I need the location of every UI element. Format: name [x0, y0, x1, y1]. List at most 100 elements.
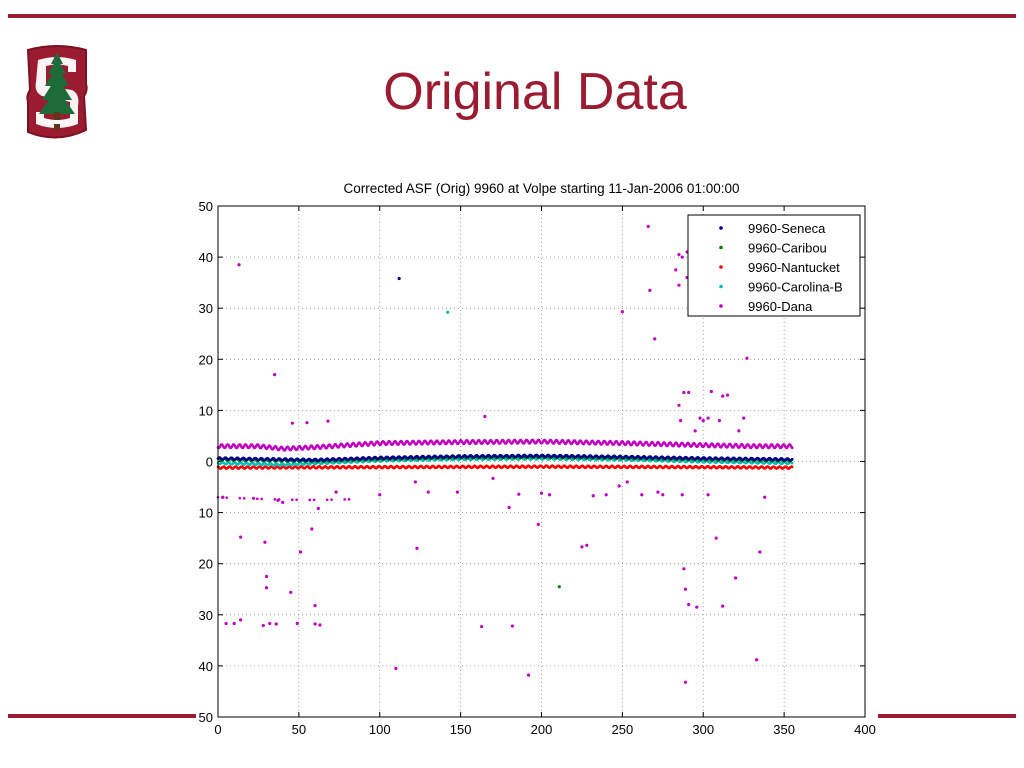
- y-tick-label: 50: [199, 710, 213, 725]
- legend-label: 9960-Caribou: [748, 241, 827, 256]
- data-point: [251, 496, 256, 500]
- data-point: [289, 590, 293, 594]
- data-point: [397, 276, 401, 281]
- data-point: [313, 622, 317, 626]
- data-point: [325, 498, 329, 502]
- data-point: [224, 621, 228, 626]
- x-tick-label: 150: [450, 722, 472, 737]
- legend-label: 9960-Seneca: [748, 221, 826, 236]
- data-point: [225, 496, 229, 499]
- x-tick-label: 250: [612, 722, 634, 737]
- data-point: [536, 522, 540, 526]
- data-point: [661, 493, 665, 497]
- data-point: [268, 621, 272, 626]
- data-point: [526, 673, 531, 677]
- x-tick-label: 300: [692, 722, 714, 737]
- data-point: [446, 310, 450, 314]
- y-tick-label: 40: [199, 250, 213, 265]
- data-point: [281, 500, 285, 504]
- data-point: [656, 490, 660, 494]
- data-point: [714, 536, 718, 540]
- data-point: [625, 480, 629, 484]
- plot-frame: [217, 205, 866, 718]
- data-point: [298, 550, 303, 554]
- y-tick-label: 40: [199, 659, 213, 674]
- data-point: [585, 543, 589, 547]
- data-point: [648, 288, 652, 292]
- data-point: [491, 476, 495, 480]
- data-point: [695, 605, 699, 609]
- data-point: [580, 545, 584, 549]
- data-point: [507, 505, 511, 510]
- data-point: [343, 498, 346, 501]
- data-point: [591, 494, 595, 498]
- data-point: [238, 496, 242, 500]
- data-point: [755, 658, 759, 662]
- data-point: [680, 493, 684, 497]
- data-point: [734, 576, 738, 580]
- data-point: [557, 585, 561, 589]
- data-point: [295, 621, 299, 626]
- data-point: [290, 421, 295, 425]
- data-point: [698, 416, 702, 420]
- data-point: [682, 567, 686, 571]
- data-point: [276, 498, 280, 502]
- data-point: [604, 493, 608, 497]
- y-tick-label: 20: [199, 557, 213, 572]
- data-point: [308, 498, 312, 502]
- scatter-chart: Corrected ASF (Orig) 9960 at Volpe start…: [199, 181, 876, 737]
- data-point: [312, 498, 316, 502]
- bottom-right-rule: [878, 714, 1016, 718]
- data-point: [693, 429, 697, 433]
- data-point: [687, 390, 691, 395]
- data-point: [295, 498, 298, 502]
- data-point: [378, 493, 382, 497]
- y-tick-label: 50: [199, 199, 213, 214]
- data-point: [239, 535, 243, 539]
- data-point: [415, 546, 419, 550]
- bottom-left-rule: [8, 714, 196, 718]
- data-point: [310, 527, 314, 531]
- data-point: [413, 480, 417, 484]
- x-tick-label: 200: [531, 722, 553, 737]
- x-tick-label: 0: [214, 722, 221, 737]
- data-point: [706, 493, 710, 497]
- data-point: [264, 574, 269, 579]
- y-tick-label: 30: [199, 608, 213, 623]
- legend-marker: [719, 265, 723, 269]
- data-point: [263, 540, 267, 544]
- data-point: [517, 492, 521, 496]
- chart-title: Corrected ASF (Orig) 9960 at Volpe start…: [344, 181, 740, 196]
- data-point: [394, 666, 398, 671]
- data-point: [347, 498, 351, 501]
- data-point: [717, 419, 722, 423]
- stanford-tree-logo-icon: [26, 45, 88, 139]
- data-point: [261, 623, 265, 628]
- data-point: [687, 602, 691, 607]
- data-point: [334, 490, 338, 494]
- data-point: [232, 621, 236, 626]
- data-point: [646, 224, 650, 229]
- legend-label: 9960-Carolina-B: [748, 280, 843, 295]
- data-point: [683, 587, 688, 591]
- y-tick-label: 10: [199, 403, 213, 418]
- data-point: [737, 429, 741, 433]
- legend-marker: [719, 304, 723, 308]
- legend-marker: [719, 245, 723, 250]
- y-tick-label: 20: [199, 352, 213, 367]
- data-point: [330, 498, 333, 501]
- data-point: [264, 586, 269, 590]
- data-point: [313, 604, 317, 608]
- data-point: [316, 506, 320, 511]
- data-point: [790, 457, 794, 461]
- data-point: [305, 421, 309, 425]
- data-point: [758, 550, 762, 554]
- legend-label: 9960-Dana: [748, 299, 813, 314]
- y-tick-label: 0: [206, 455, 213, 470]
- data-point: [763, 495, 767, 499]
- data-point: [709, 389, 713, 394]
- data-point: [426, 490, 430, 494]
- x-tick-label: 350: [773, 722, 795, 737]
- data-point: [273, 498, 277, 501]
- data-point: [701, 419, 705, 423]
